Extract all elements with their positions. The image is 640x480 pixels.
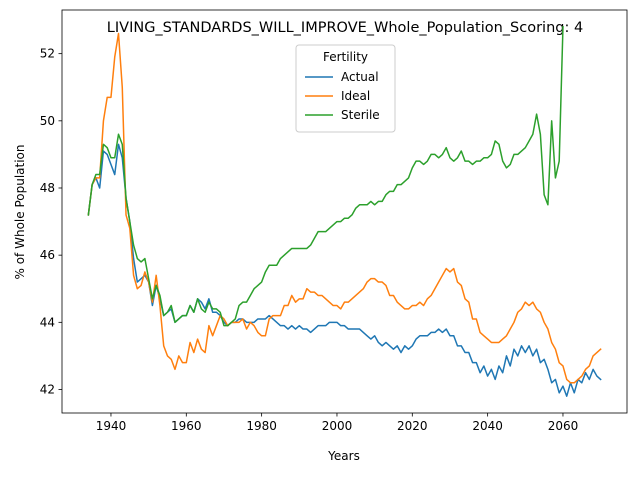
y-tick-label: 46: [40, 248, 55, 262]
chart-title: LIVING_STANDARDS_WILL_IMPROVE_Whole_Popu…: [107, 20, 583, 36]
series-line-ideal: [87, 32, 602, 384]
x-tick-label: 1960: [171, 419, 202, 433]
x-axis-label: Years: [327, 449, 360, 463]
y-tick-label: 52: [40, 47, 55, 61]
series-line-sterile: [87, 26, 564, 327]
x-tick-label: 2020: [397, 419, 428, 433]
series-line-actual: [87, 143, 602, 397]
y-tick-label: 50: [40, 114, 55, 128]
x-tick-label: 2060: [548, 419, 579, 433]
legend-box: [295, 44, 396, 133]
y-axis: 42 44 46 48 50 52: [40, 47, 62, 396]
legend-label-ideal: Ideal: [341, 89, 370, 103]
y-tick-label: 44: [40, 315, 55, 329]
legend-title: Fertility: [323, 50, 368, 64]
x-tick-label: 1980: [246, 419, 277, 433]
x-tick-label: 2040: [472, 419, 503, 433]
legend: Fertility Actual Ideal Sterile: [295, 44, 396, 133]
y-tick-label: 48: [40, 181, 55, 195]
y-tick-label: 42: [40, 382, 55, 396]
x-tick-label: 2000: [322, 419, 353, 433]
legend-label-sterile: Sterile: [341, 108, 380, 122]
plot-lines: [87, 26, 602, 397]
x-tick-label: 1940: [96, 419, 127, 433]
legend-label-actual: Actual: [341, 70, 379, 84]
x-axis: 1940 1960 1980 2000 2020 2040 2060: [96, 413, 579, 433]
plot-frame: [61, 9, 628, 414]
y-axis-label: % of Whole Population: [13, 145, 27, 280]
